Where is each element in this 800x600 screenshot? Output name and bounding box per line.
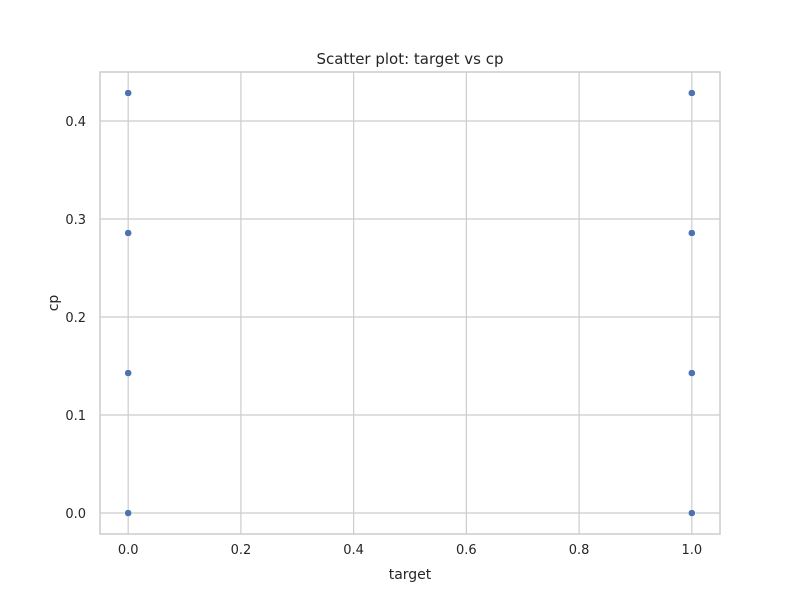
x-tick-label: 0.4 [343,543,364,558]
x-tick-label: 0.8 [569,543,590,558]
y-axis-label: cp [46,295,62,312]
x-tick-label: 0.0 [118,543,139,558]
scatter-point [687,89,696,97]
y-tick-label: 0.1 [65,409,86,424]
scatter-point [124,89,133,97]
x-tick-label: 1.0 [681,543,702,558]
y-tick-label: 0.4 [65,115,86,130]
y-tick-label: 0.2 [65,311,86,326]
scatter-point [687,509,696,517]
data-points [124,89,696,517]
x-tick-label: 0.2 [231,543,252,558]
x-axis-label: target [389,567,432,583]
x-tick-label: 0.6 [456,543,477,558]
grid-lines [100,72,720,534]
scatter-point [124,229,133,237]
y-tick-labels: 0.0 0.1 0.2 0.3 0.4 [65,115,86,522]
plot-frame [99,71,721,535]
scatter-point [687,369,696,377]
scatter-point [124,509,133,517]
scatter-point [687,229,696,237]
y-tick-label: 0.0 [65,507,86,522]
chart-title: Scatter plot: target vs cp [316,50,503,68]
y-tick-label: 0.3 [65,213,86,228]
x-tick-labels: 0.0 0.2 0.4 0.6 0.8 1.0 [118,543,702,558]
scatter-point [124,369,133,377]
